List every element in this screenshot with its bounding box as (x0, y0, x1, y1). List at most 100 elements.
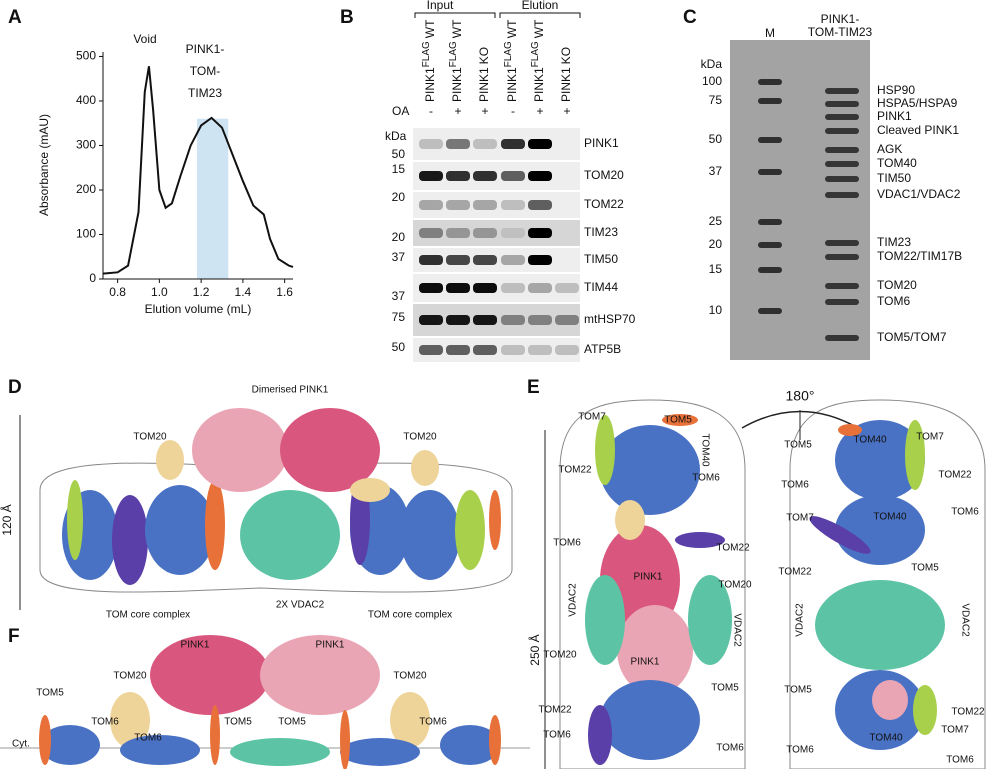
lane-label-part: FLAG (530, 41, 541, 67)
band-label: TOM40 (877, 156, 917, 170)
y-axis-label: Absorbance (mAU) (37, 114, 51, 216)
density (675, 532, 725, 548)
label: VDAC2 (959, 603, 970, 637)
row-label: TIM23 (584, 225, 618, 239)
y-tick-label: 300 (76, 138, 96, 152)
density (112, 495, 148, 585)
annotation: Void (133, 32, 156, 46)
label: TOM20 (543, 650, 577, 661)
density (835, 495, 925, 565)
band (528, 139, 552, 149)
lane-label-part: PINK1 (532, 67, 546, 102)
label: TOM40 (873, 512, 907, 523)
label: TOM6 (553, 538, 581, 549)
label: TOM22 (951, 707, 985, 718)
band (501, 315, 525, 325)
band-label: TIM50 (877, 171, 911, 185)
density (192, 408, 288, 492)
band (501, 228, 525, 238)
lane-label-part: PINK1 (559, 67, 573, 102)
panel-letter: B (340, 7, 354, 28)
bracket (499, 12, 581, 18)
density (280, 408, 380, 492)
label: TOM6 (781, 480, 809, 491)
lane-label-part: PINK1 (505, 67, 519, 102)
density (110, 692, 150, 748)
label: VDAC2 (795, 603, 806, 637)
x-tick-label: 1.6 (276, 285, 293, 299)
band (528, 171, 552, 181)
lane-label-part: WT (450, 19, 464, 38)
label: Cyt. (12, 739, 30, 750)
band (419, 255, 443, 265)
marker-label: 50 (709, 132, 723, 146)
band (446, 228, 470, 238)
annotation: PINK1- (186, 42, 225, 56)
label: TOM22 (716, 543, 750, 554)
band-label: Cleaved PINK1 (877, 123, 959, 137)
bracket (414, 12, 496, 18)
density (390, 692, 430, 748)
band (473, 171, 497, 181)
density (205, 480, 225, 570)
row-label: TOM20 (584, 168, 624, 182)
blot-strip (413, 128, 580, 160)
x-tick-label: 1.0 (151, 285, 168, 299)
density (617, 605, 693, 695)
row-label: PINK1 (584, 136, 619, 150)
y-tick-label: 200 (76, 182, 96, 196)
label: TOM6 (419, 717, 447, 728)
band (758, 169, 782, 175)
label: TOM5 (784, 685, 812, 696)
band (825, 128, 859, 134)
band (473, 228, 497, 238)
band (446, 345, 470, 355)
label: TOM6 (786, 745, 814, 756)
marker-label: 15 (709, 262, 723, 276)
density (585, 575, 625, 665)
band (501, 171, 525, 181)
lane-label: M (765, 26, 775, 40)
lane-label-part: WT (505, 19, 519, 38)
label: TOM7 (941, 725, 969, 736)
band (825, 283, 859, 289)
band (473, 200, 497, 210)
band (446, 171, 470, 181)
band (825, 114, 859, 120)
panel-letter: F (8, 626, 20, 647)
label: TOM5 (664, 415, 692, 426)
density (411, 450, 439, 486)
marker-label: 37 (709, 164, 723, 178)
label: Dimerised PINK1 (252, 385, 329, 396)
label: TOM6 (946, 755, 974, 766)
density (39, 715, 51, 765)
marker-label: 10 (709, 303, 723, 317)
label: TOM5 (911, 563, 939, 574)
marker-label: 25 (709, 214, 723, 228)
density (350, 478, 390, 502)
density (913, 685, 937, 735)
label: TOM40 (853, 435, 887, 446)
density (615, 500, 645, 540)
band (473, 315, 497, 325)
label: TOM6 (134, 733, 162, 744)
label: TOM20 (133, 432, 167, 443)
lane-label-part: PINK1 (450, 67, 464, 102)
band (446, 200, 470, 210)
marker-label: 75 (392, 310, 406, 324)
band (528, 228, 552, 238)
density (489, 490, 501, 550)
band (473, 255, 497, 265)
band (758, 79, 782, 85)
marker-label: 50 (392, 340, 406, 354)
marker-label: 20 (392, 190, 406, 204)
band-label: TIM23 (877, 235, 911, 249)
band (501, 139, 525, 149)
density (872, 680, 908, 720)
x-tick-label: 1.4 (235, 285, 252, 299)
band (473, 345, 497, 355)
band (758, 242, 782, 248)
band (446, 315, 470, 325)
highlight (196, 118, 229, 279)
band (501, 255, 525, 265)
